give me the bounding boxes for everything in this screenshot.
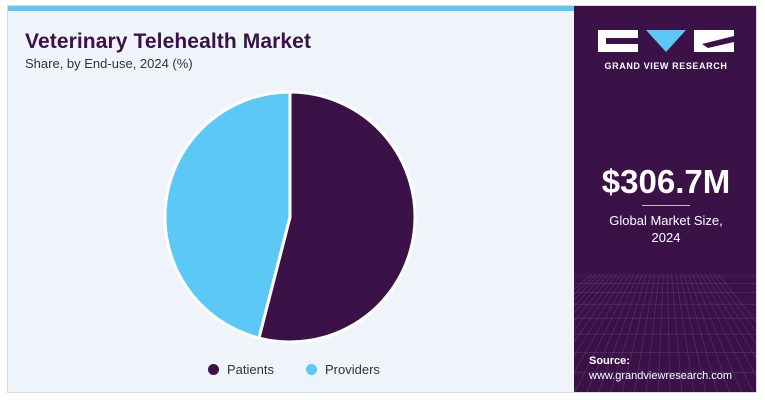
source-link[interactable]: www.grandviewresearch.com bbox=[589, 370, 733, 382]
chart-subtitle: Share, by End-use, 2024 (%) bbox=[25, 56, 193, 71]
pie-chart bbox=[163, 90, 417, 344]
grand-view-research-logo-icon bbox=[598, 30, 734, 52]
market-size-label-line1: Global Market Size, bbox=[609, 213, 723, 228]
legend-item-patients: Patients bbox=[208, 362, 274, 377]
brand-name: GRAND VIEW RESEARCH bbox=[604, 61, 728, 71]
accent-top-bar bbox=[8, 6, 574, 11]
source-note: Source: www.grandviewresearch.com bbox=[589, 354, 732, 384]
market-size-panel: GRAND VIEW RESEARCH $306.7M Global Marke… bbox=[574, 6, 756, 392]
pie-slice-providers bbox=[163, 90, 292, 340]
decorative-grid bbox=[574, 274, 756, 392]
market-size-label-line2: 2024 bbox=[651, 230, 681, 245]
source-label: Source: bbox=[589, 355, 630, 367]
divider bbox=[642, 205, 690, 206]
pie-slice-patients bbox=[257, 90, 417, 344]
market-size-label: Global Market Size, 2024 bbox=[574, 212, 756, 246]
chart-title: Veterinary Telehealth Market bbox=[25, 30, 312, 53]
legend-item-providers: Providers bbox=[305, 362, 380, 377]
legend-swatch-patients bbox=[208, 364, 219, 375]
chart-card: Veterinary Telehealth Market Share, by E… bbox=[7, 5, 757, 393]
legend-label-patients: Patients bbox=[227, 362, 274, 377]
legend-label-providers: Providers bbox=[324, 362, 380, 377]
chart-legend: Patients Providers bbox=[208, 362, 380, 377]
market-size-value: $306.7M bbox=[601, 163, 731, 200]
legend-swatch-providers bbox=[305, 364, 317, 375]
